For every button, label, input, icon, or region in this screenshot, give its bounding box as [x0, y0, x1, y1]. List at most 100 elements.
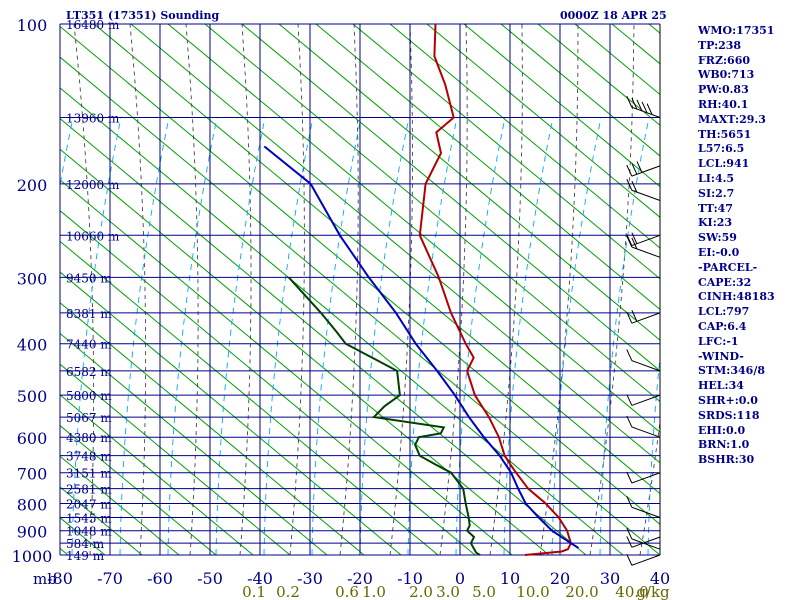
skew-line [60, 117, 587, 556]
pressure-tick-label: 500 [17, 387, 48, 406]
wind-barb-flag [626, 179, 633, 191]
dry-adiabat [389, 24, 413, 556]
x-axis-unit-label: mb [33, 570, 57, 588]
height-label: 16480 m [66, 18, 120, 32]
height-label: 7440 m [66, 338, 112, 352]
wind-barb-flag [626, 496, 633, 508]
index-item: BRN:1.0 [698, 438, 750, 452]
skew-line [60, 87, 624, 556]
index-item: WMO:17351 [698, 24, 775, 37]
wind-barb-flag [626, 554, 633, 566]
index-item: -WIND- [698, 349, 744, 363]
height-label: 5067 m [66, 411, 112, 425]
mixing-ratio-label: 0.1 [242, 583, 266, 600]
height-label: 3748 m [66, 450, 112, 464]
moist-adiabat [503, 117, 554, 556]
moist-adiabat [71, 117, 122, 556]
index-item: EI:-0.0 [698, 245, 740, 259]
skew-line [60, 394, 254, 556]
temperature-tick-label: -10 [397, 569, 423, 588]
wind-barb-flag [626, 536, 633, 548]
height-label: 10660 m [66, 229, 120, 243]
skew-line [315, 24, 660, 311]
skew-line [93, 24, 660, 495]
moist-adiabat [263, 117, 314, 556]
wind-barb-flag [626, 349, 633, 361]
moist-adiabat [551, 117, 602, 556]
moist-adiabat [647, 353, 660, 556]
wind-barb-shaft [631, 538, 661, 550]
chart-title: LT351 (17351) Sounding [66, 9, 220, 22]
height-label: 9450 m [66, 271, 112, 285]
moist-adiabat [167, 117, 218, 556]
height-label: 8381 m [66, 307, 112, 321]
height-label: 6582 m [66, 365, 112, 379]
dry-adiabat [129, 24, 147, 556]
skew-line [60, 210, 476, 556]
index-item: FRZ:660 [698, 53, 751, 67]
skew-line [60, 56, 660, 556]
height-label: 4380 m [66, 431, 112, 445]
height-label: 2581 m [66, 483, 112, 497]
wind-barb-flag [631, 237, 638, 250]
wind-barb-shaft [631, 472, 661, 484]
moist-adiabat [407, 117, 458, 556]
wind-barb-flag [626, 471, 633, 484]
height-label: 2047 m [66, 498, 112, 512]
grid-lines [59, 23, 661, 556]
skew-line [60, 424, 217, 556]
index-item: RH:40.1 [698, 97, 749, 111]
wind-barb-flag [626, 96, 633, 108]
temperature-tick-label: -70 [97, 569, 123, 588]
skew-line [60, 240, 439, 556]
index-item: HEL:34 [698, 379, 744, 393]
moist-adiabat-lines [60, 117, 660, 556]
wind-barb-column [626, 24, 661, 566]
index-item: SRDS:118 [698, 408, 760, 422]
moist-adiabat [311, 117, 362, 556]
index-item: KI:23 [698, 216, 733, 230]
mixing-ratio-label: 2.0 [409, 583, 433, 600]
wind-barb-flag [626, 164, 633, 177]
skew-isotherm-lines [60, 24, 660, 556]
wind-barb-shaft [631, 536, 661, 548]
index-item: SI:2.7 [698, 186, 735, 200]
skew-line [60, 271, 402, 556]
skew-line [278, 24, 660, 341]
dry-adiabat [790, 24, 800, 555]
wind-barb-shaft [631, 106, 661, 118]
mixing-ratio-label: 0.2 [276, 583, 300, 600]
skew-line [241, 24, 660, 372]
index-item: L57:6.5 [698, 142, 745, 156]
skew-line [167, 24, 660, 433]
skew-line [60, 148, 550, 556]
height-label: 584 m [66, 537, 105, 551]
index-item: SHR+:0.0 [698, 393, 758, 407]
index-item: CAPE:32 [698, 275, 752, 289]
temperature-tick-label: 0 [455, 569, 465, 588]
temperature-tick-label: 30 [600, 569, 620, 588]
index-item: LFC:-1 [698, 334, 739, 348]
index-item: STM:346/8 [698, 364, 765, 378]
height-label: 12000 m [66, 178, 120, 192]
skew-line [537, 24, 660, 126]
wind-barb-flag [631, 232, 638, 244]
moist-adiabat [599, 117, 650, 556]
pressure-tick-label: 200 [17, 176, 48, 195]
mixing-ratio-label: g/kg [636, 583, 670, 600]
mixing-ratio-label: 3.0 [436, 583, 460, 600]
skew-line [60, 332, 328, 556]
index-item: CAP:6.4 [698, 319, 747, 333]
height-label: 149 m [66, 549, 105, 563]
height-label: 13960 m [66, 112, 120, 126]
index-item: SW:59 [698, 231, 737, 245]
pressure-tick-label: 100 [17, 16, 48, 35]
mixing-ratio-label: 10.0 [516, 583, 549, 600]
index-item: PW:0.83 [698, 83, 749, 97]
wind-barb-shaft [631, 554, 661, 566]
index-item: LI:4.5 [698, 171, 735, 185]
temperature-tick-label: 10 [500, 569, 520, 588]
wind-barb-flag [631, 97, 638, 110]
skew-line [500, 24, 660, 157]
